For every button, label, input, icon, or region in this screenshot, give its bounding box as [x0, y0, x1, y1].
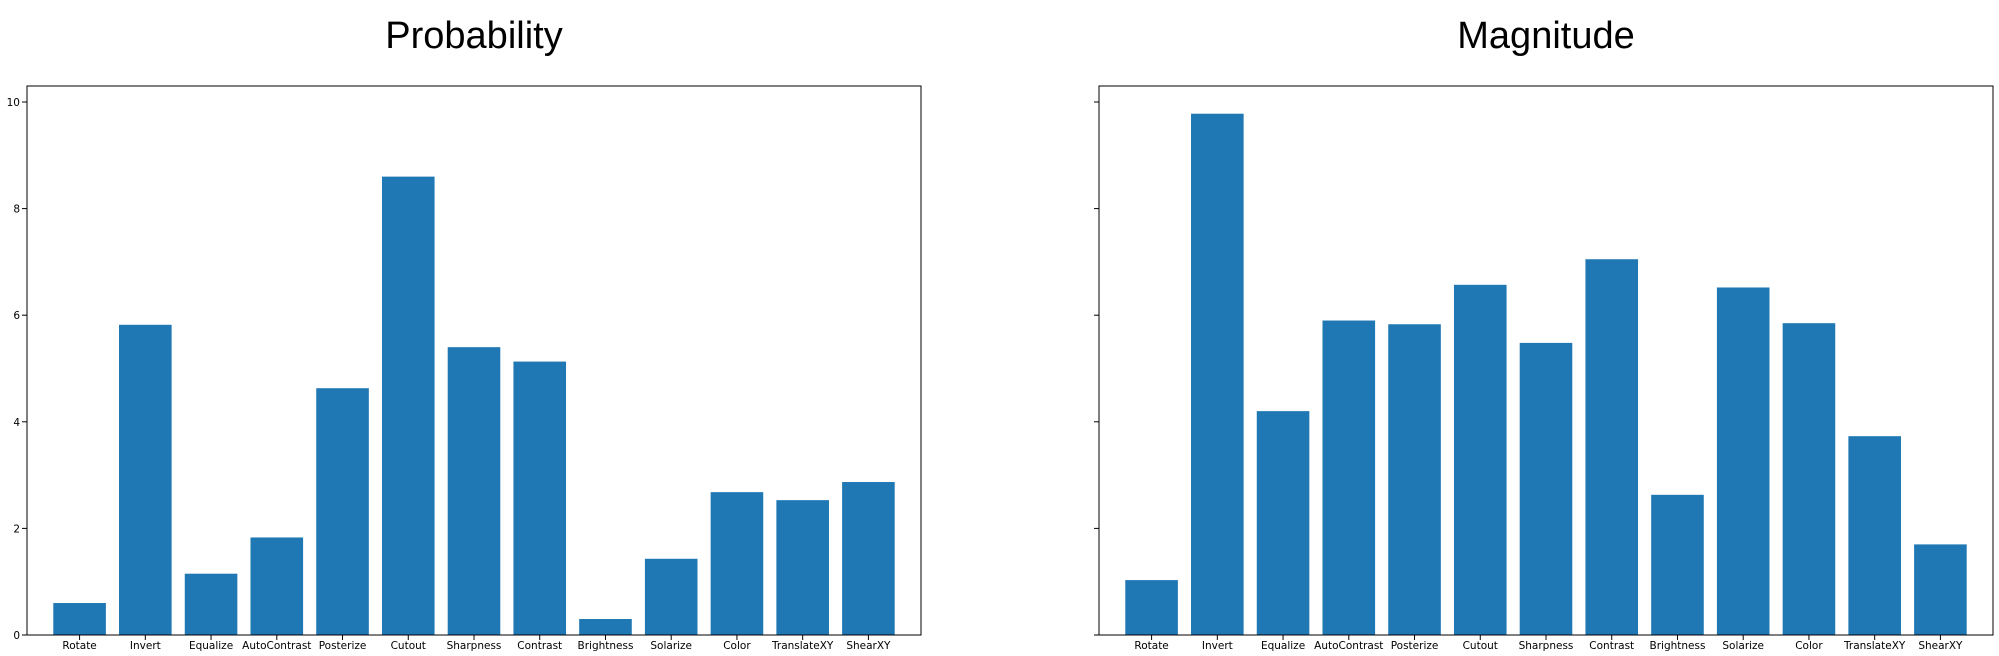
- bar-autocontrast: [250, 537, 304, 635]
- x-tick-label: Brightness: [578, 640, 634, 652]
- bar-equalize: [184, 573, 238, 635]
- x-tick-label: Solarize: [650, 640, 692, 652]
- x-tick-label: Cutout: [1463, 640, 1498, 652]
- y-tick-label: 6: [13, 310, 20, 322]
- y-tick-label: 0: [13, 630, 20, 642]
- x-tick-label: AutoContrast: [1314, 640, 1383, 652]
- bar-contrast: [513, 361, 567, 635]
- x-tick-label: Equalize: [189, 640, 233, 652]
- bar-translatexy: [776, 500, 829, 635]
- x-tick-label: Invert: [1202, 640, 1233, 652]
- x-tick-label: TranslateXY: [771, 640, 834, 652]
- x-tick-label: Rotate: [1134, 640, 1168, 652]
- x-tick-label: Posterize: [319, 640, 367, 652]
- bar-equalize: [1256, 411, 1310, 635]
- bar-shearxy: [1914, 544, 1967, 635]
- x-tick-label: Color: [723, 640, 751, 652]
- bar-sharpness: [1519, 342, 1573, 635]
- bar-sharpness: [447, 347, 501, 635]
- x-tick-label: AutoContrast: [242, 640, 311, 652]
- bar-cutout: [1453, 284, 1507, 635]
- x-tick-label: Sharpness: [447, 640, 502, 652]
- y-tick-label: 4: [13, 417, 20, 429]
- chart-title: Probability: [385, 15, 562, 57]
- x-tick-label: Equalize: [1261, 640, 1305, 652]
- x-tick-label: Posterize: [1391, 640, 1439, 652]
- x-tick-label: TranslateXY: [1843, 640, 1906, 652]
- bar-cutout: [381, 176, 435, 636]
- bar-rotate: [53, 603, 106, 635]
- bar-brightness: [579, 619, 632, 635]
- x-tick-label: Rotate: [62, 640, 96, 652]
- x-tick-label: ShearXY: [1918, 640, 1963, 652]
- x-tick-label: Contrast: [1589, 640, 1634, 652]
- bar-color: [1782, 323, 1836, 635]
- x-tick-label: Cutout: [391, 640, 426, 652]
- bar-rotate: [1125, 580, 1178, 635]
- bar-solarize: [644, 558, 698, 635]
- y-tick-label: 8: [13, 204, 20, 216]
- x-tick-label: Brightness: [1650, 640, 1706, 652]
- bar-autocontrast: [1322, 320, 1376, 635]
- x-tick-label: Solarize: [1722, 640, 1764, 652]
- chart-title: Magnitude: [1457, 15, 1634, 57]
- x-tick-label: Contrast: [517, 640, 562, 652]
- bar-solarize: [1716, 287, 1770, 635]
- bar-posterize: [316, 388, 369, 635]
- x-tick-label: Color: [1795, 640, 1823, 652]
- probability-chart: Probability 0 2 4 6 8 10 Rotate Invert Equalize Au…: [7, 15, 922, 652]
- bar-color: [710, 492, 764, 635]
- bar-brightness: [1651, 494, 1704, 635]
- bar-invert: [1191, 113, 1244, 636]
- x-tick-label: ShearXY: [846, 640, 891, 652]
- y-tick-label: 10: [7, 97, 20, 109]
- x-tick-label: Invert: [130, 640, 161, 652]
- bar-contrast: [1585, 259, 1639, 635]
- bar-shearxy: [842, 482, 895, 635]
- bar-posterize: [1388, 324, 1441, 635]
- x-tick-label: Sharpness: [1519, 640, 1574, 652]
- magnitude-chart: Magnitude Rotate Invert Equalize AutoContras…: [1094, 15, 1994, 652]
- y-tick-label: 2: [13, 523, 20, 535]
- bar-invert: [119, 324, 172, 635]
- bar-translatexy: [1848, 436, 1901, 635]
